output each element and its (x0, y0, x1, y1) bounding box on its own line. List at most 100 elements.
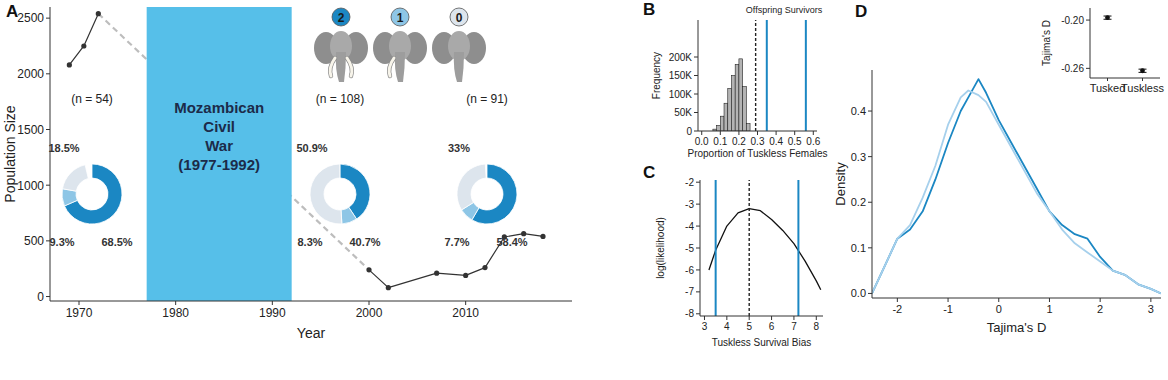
x-tick-label: 4 (724, 321, 730, 332)
war-period (147, 7, 292, 301)
x-tick-label: 0.5 (788, 136, 802, 147)
pie-value-label: 7.7% (444, 236, 469, 248)
y-tick (868, 156, 872, 157)
inset-x-tick (1142, 78, 1143, 81)
series-line (369, 234, 543, 288)
reference-line (715, 180, 717, 316)
x-tick-label: 0 (996, 303, 1002, 315)
panel-label: B (643, 0, 655, 19)
y-tick (696, 204, 700, 205)
y-tick (696, 313, 700, 314)
inset-x-axis (1090, 78, 1160, 79)
inset-y-axis (1090, 8, 1091, 78)
data-point (96, 11, 101, 16)
x-axis-title: Tajima's D (987, 320, 1047, 335)
histogram-bar (739, 59, 743, 131)
y-axis-title: Population Size (2, 105, 18, 203)
elephant-trunk (454, 52, 464, 82)
histogram-bar (724, 103, 728, 131)
x-tick (749, 316, 750, 320)
series-line (69, 14, 98, 65)
x-tick-label: 7 (791, 321, 797, 332)
y-tick (868, 202, 872, 203)
x-tick-label: 0.1 (713, 136, 727, 147)
x-tick (701, 131, 702, 135)
x-tick (793, 316, 794, 320)
elephant-tusk (330, 58, 335, 76)
y-axis-title: log(likelihood) (655, 217, 666, 279)
data-point (386, 285, 391, 290)
panel-label: D (855, 2, 867, 21)
inset-y-tick (1086, 20, 1090, 21)
y-tick-label: 500 (24, 234, 44, 248)
data-point (540, 234, 545, 239)
y-tick-label: 0.0 (851, 287, 866, 299)
x-tick-label: 1980 (162, 306, 189, 320)
x-tick-label: 2010 (452, 306, 479, 320)
x-tick (726, 316, 727, 320)
y-tick (696, 182, 700, 183)
plot-area (872, 79, 1161, 293)
pie-sample-size: (n = 54) (71, 92, 113, 106)
war-label: War (205, 137, 233, 154)
inset-y-tick-label: -0.20 (1061, 15, 1084, 26)
x-tick-label: -2 (892, 303, 902, 315)
plot-area (713, 20, 806, 131)
x-tick (175, 301, 176, 305)
elephant-tusk-outline (389, 58, 394, 76)
x-tick (272, 301, 273, 305)
data-point (67, 62, 72, 67)
x-tick (794, 131, 795, 135)
y-tick (868, 293, 872, 294)
x-tick-label: 1970 (66, 306, 93, 320)
x-axis-line (872, 298, 1161, 299)
x-tick-label: 2000 (356, 306, 383, 320)
y-tick-label: 2000 (17, 67, 44, 81)
x-axis-title: Proportion of Tuskless Females (687, 148, 827, 159)
reference-line (755, 20, 756, 131)
inset-x-tick (1107, 78, 1108, 81)
y-tick-label: -4 (685, 221, 694, 232)
x-tick (813, 131, 814, 135)
legend-swatch (391, 8, 409, 26)
y-tick-label: 100K (669, 89, 693, 100)
y-tick (868, 247, 872, 248)
elephant-tusk-outline (347, 58, 352, 76)
y-tick (868, 111, 872, 112)
x-tick-label: 8 (814, 321, 820, 332)
y-tick-label: 0.2 (851, 196, 866, 208)
x-tick (369, 301, 370, 305)
y-tick (694, 94, 698, 95)
x-tick (776, 131, 777, 135)
data-point (434, 271, 439, 276)
histogram-bar (728, 88, 732, 131)
y-tick (46, 240, 50, 241)
y-tick-label: -2 (685, 177, 694, 188)
x-axis-line (50, 301, 572, 302)
data-point (463, 273, 468, 278)
y-tick-label: 0 (686, 126, 692, 137)
error-bar (1139, 69, 1147, 72)
error-bar (1104, 16, 1112, 19)
y-tick-label: 150K (669, 70, 693, 81)
y-axis-title: Frequency (651, 52, 662, 99)
x-tick-label: -1 (943, 303, 953, 315)
x-tick-label: 3 (1148, 303, 1154, 315)
pie-value-label: 9.3% (49, 236, 74, 248)
pie-value-label: 18.5% (48, 142, 79, 154)
legend-label: 0 (456, 11, 463, 25)
x-tick (771, 316, 772, 320)
x-tick (738, 131, 739, 135)
y-axis-line (50, 7, 51, 301)
series-line (872, 79, 1161, 293)
inset-point (1105, 15, 1110, 20)
x-tick-label: 1 (1046, 303, 1052, 315)
pie-sample-size: (n = 108) (316, 92, 364, 106)
x-tick (757, 131, 758, 135)
histogram-bar (743, 87, 747, 131)
x-tick (998, 298, 999, 302)
y-tick-label: -3 (685, 199, 694, 210)
y-tick (696, 269, 700, 270)
y-tick-label: 0 (37, 290, 44, 304)
pie-slice (457, 164, 486, 210)
